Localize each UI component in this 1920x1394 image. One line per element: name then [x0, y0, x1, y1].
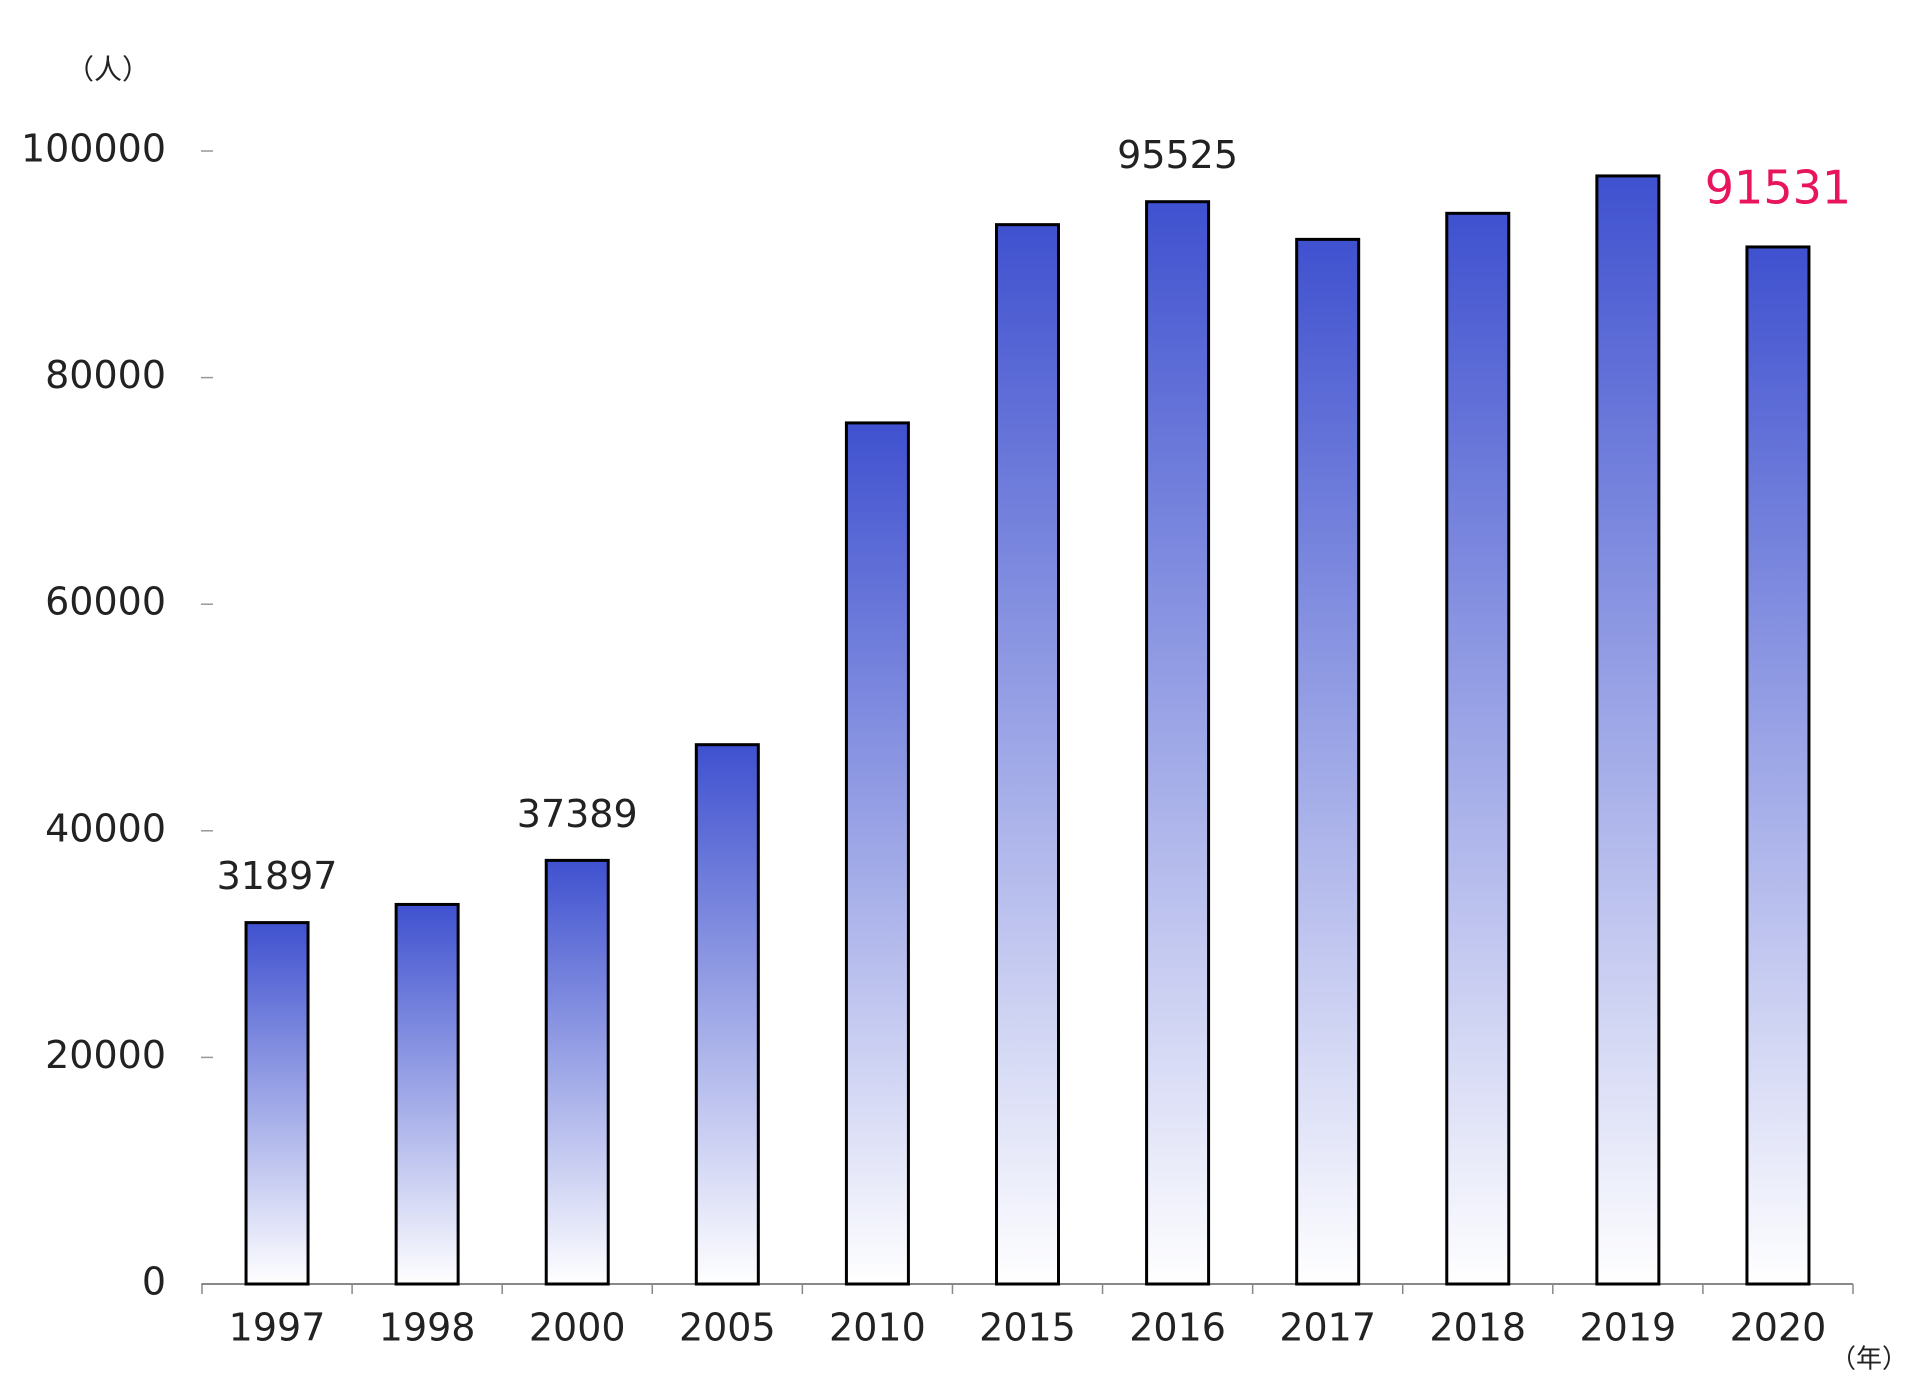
value-label: 95525 [1117, 133, 1238, 177]
bar [995, 223, 1060, 1286]
x-tick-label: 2016 [1129, 1306, 1226, 1350]
bar [244, 921, 310, 1286]
x-tick-label: 2015 [979, 1306, 1076, 1350]
bar [1295, 237, 1361, 1286]
bar [1595, 174, 1661, 1286]
x-tick-label: 2010 [829, 1306, 926, 1350]
y-tick-label: 0 [142, 1260, 166, 1304]
bar [1745, 245, 1811, 1286]
x-tick-label: 2020 [1730, 1306, 1827, 1350]
x-unit-label: （年） [1830, 1345, 1908, 1375]
x-tick-label: 1997 [229, 1306, 326, 1350]
x-tick-label: 1998 [379, 1306, 476, 1350]
y-tick-label: 60000 [45, 580, 166, 624]
value-label: 91531 [1705, 160, 1851, 214]
y-unit-label: （人） [66, 53, 150, 86]
value-label: 37389 [517, 792, 638, 836]
x-tick-label: 2017 [1279, 1306, 1376, 1350]
bar [844, 421, 910, 1286]
bar [1445, 211, 1511, 1286]
y-tick-label: 20000 [45, 1033, 166, 1077]
y-tick-label: 80000 [45, 353, 166, 397]
bar [1145, 200, 1211, 1286]
y-tick-label: 100000 [21, 127, 166, 171]
bar [394, 902, 460, 1286]
bar [544, 858, 610, 1286]
bar [694, 743, 760, 1286]
x-tick-label: 2000 [529, 1306, 626, 1350]
x-tick-label: 2018 [1429, 1306, 1526, 1350]
x-tick-label: 2005 [679, 1306, 776, 1350]
x-tick-label: 2019 [1580, 1306, 1677, 1350]
y-tick-label: 40000 [45, 806, 166, 850]
value-label: 31897 [217, 854, 338, 898]
